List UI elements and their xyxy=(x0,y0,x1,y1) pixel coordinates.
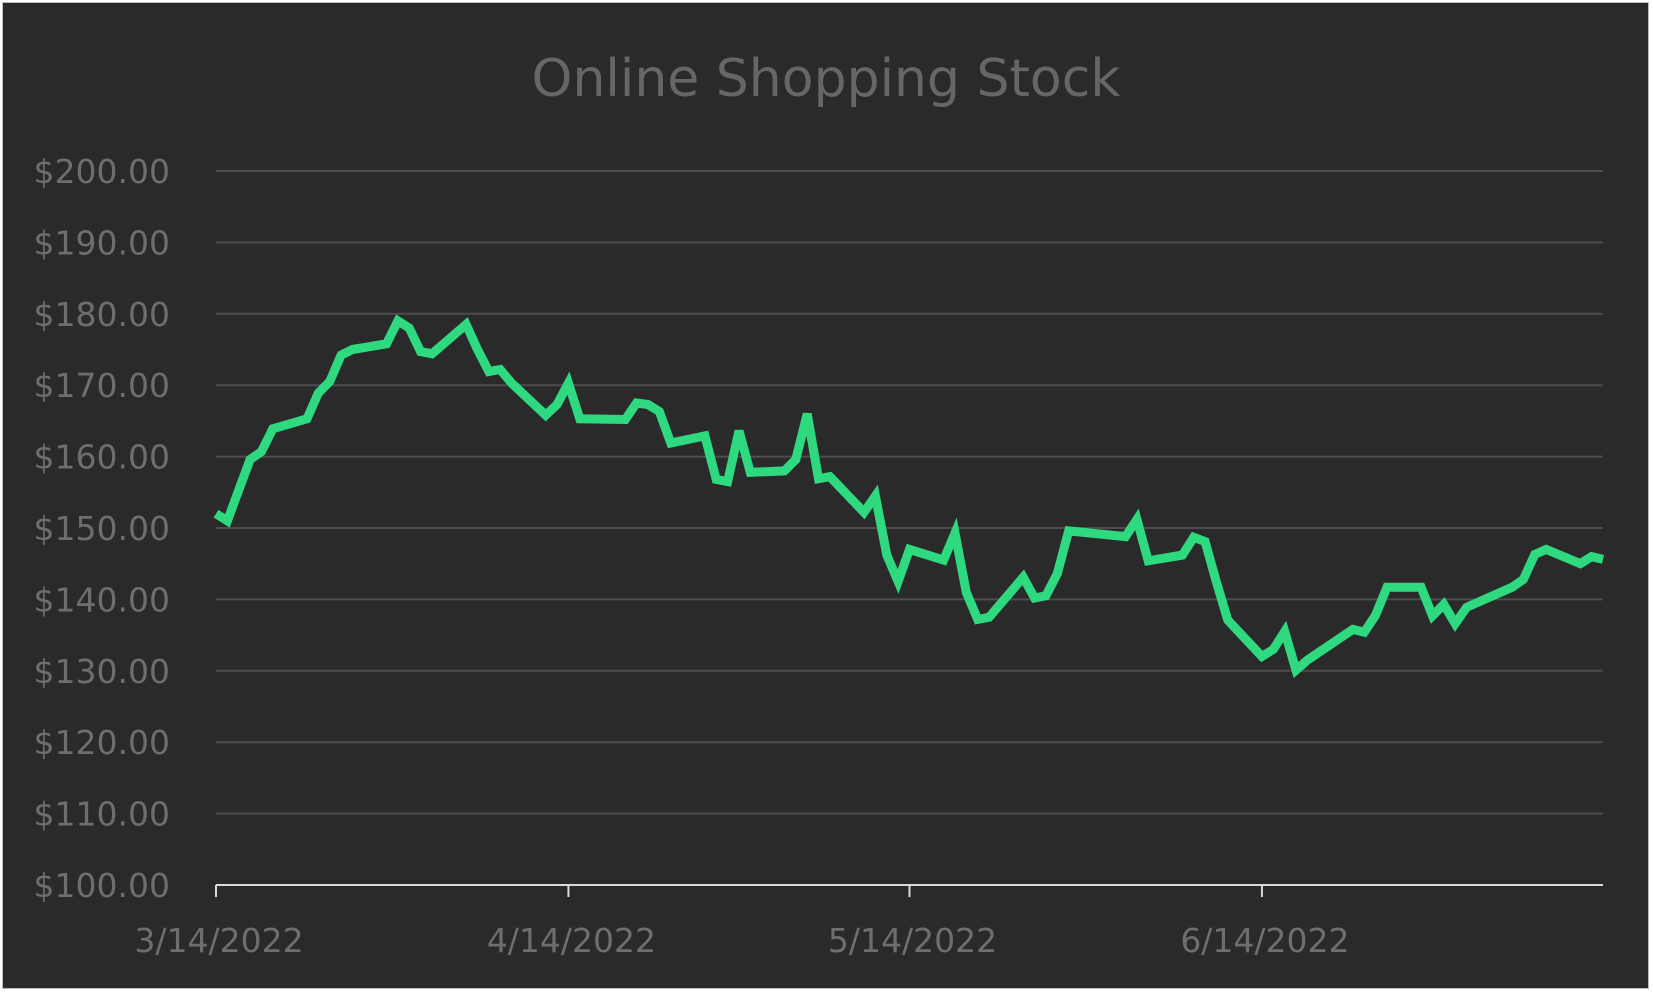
x-tick-label: 5/14/2022 xyxy=(828,921,997,960)
chart-title: Online Shopping Stock xyxy=(532,49,1121,109)
y-tick-label: $170.00 xyxy=(34,366,170,405)
series-layer xyxy=(213,314,1605,679)
y-tick-label: $140.00 xyxy=(34,580,170,619)
gridlines xyxy=(216,170,1603,815)
y-tick-label: $150.00 xyxy=(34,509,170,548)
line-chart: Online Shopping Stock $100.00 $110.00 $120… xyxy=(34,49,1605,960)
y-tick-label: $190.00 xyxy=(34,223,170,262)
y-tick-label: $180.00 xyxy=(34,295,170,334)
y-axis-tick-labels: $100.00 $110.00 $120.00 $130.00 $140.00 $150.… xyxy=(34,152,170,905)
x-axis: 3/14/2022 4/14/2022 5/14/2022 6/14/2022 xyxy=(134,884,1603,960)
x-tick-label: 6/14/2022 xyxy=(1180,921,1349,960)
x-tick-label: 3/14/2022 xyxy=(134,921,303,960)
y-tick-label: $130.00 xyxy=(34,652,170,691)
y-tick-label: $200.00 xyxy=(34,152,170,191)
y-tick-label: $110.00 xyxy=(34,795,170,834)
y-tick-label: $100.00 xyxy=(34,866,170,905)
y-tick-label: $160.00 xyxy=(34,438,170,477)
x-tick-label: 4/14/2022 xyxy=(487,921,656,960)
series-line-0 xyxy=(213,314,1605,679)
y-tick-label: $120.00 xyxy=(34,723,170,762)
